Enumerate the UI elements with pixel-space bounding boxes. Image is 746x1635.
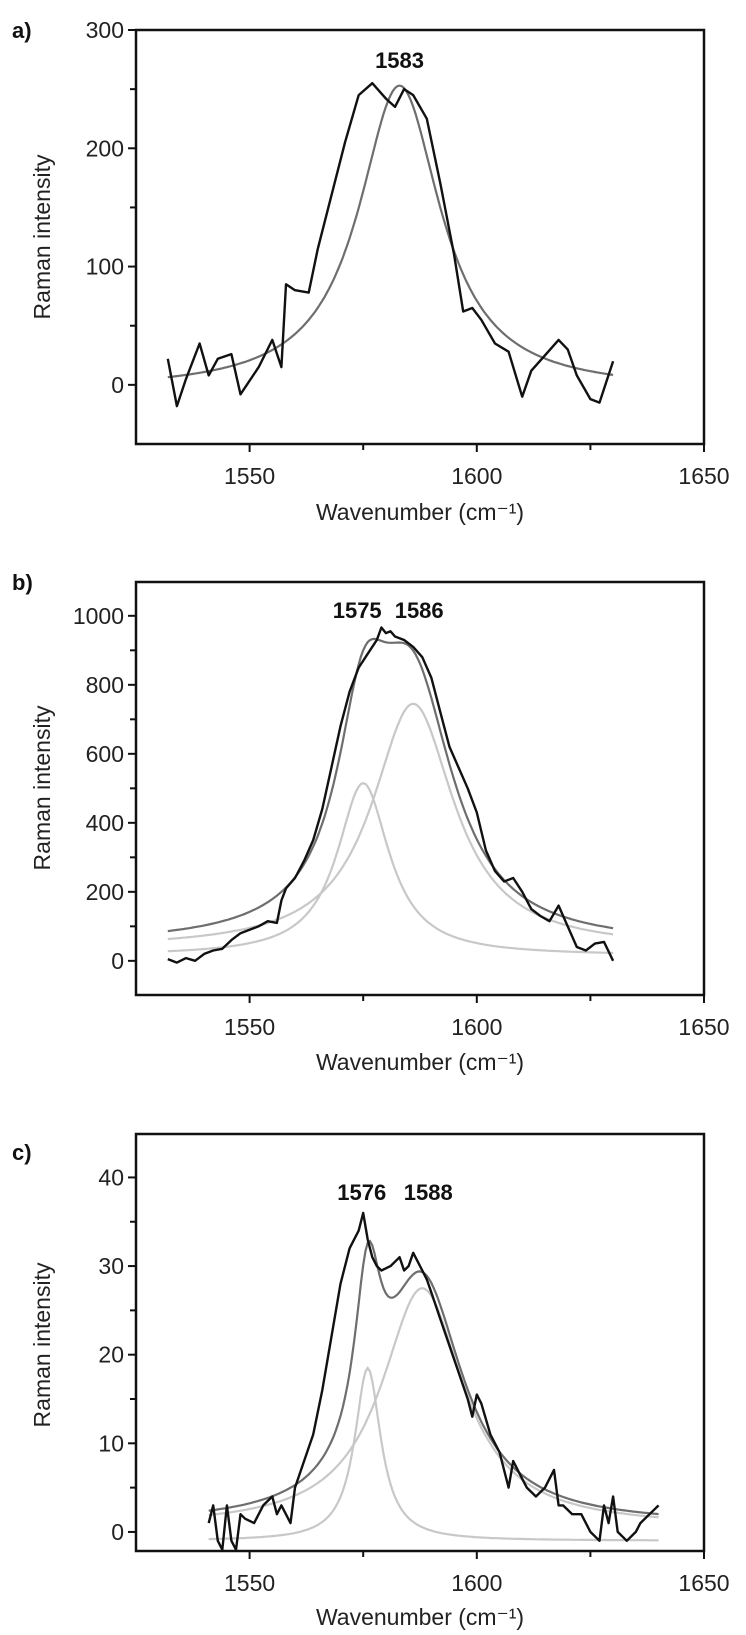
peak-position-label: 1586 [395, 598, 444, 623]
panel-label: a) [12, 18, 32, 43]
y-tick-label: 200 [86, 879, 124, 905]
panel-label: b) [12, 570, 33, 595]
x-axis-title: Wavenumber (cm⁻¹) [316, 1604, 524, 1630]
y-tick-label: 800 [86, 672, 124, 698]
y-tick-label: 400 [86, 810, 124, 836]
total-fit-curve [167, 637, 614, 933]
y-tick-label: 600 [86, 741, 124, 767]
spectrum-curves [207, 1211, 660, 1551]
x-axis-title: Wavenumber (cm⁻¹) [316, 1049, 524, 1075]
y-tick-label: 30 [98, 1253, 124, 1279]
y-tick-label: 100 [86, 254, 124, 280]
component-fit-curve [167, 782, 614, 954]
x-tick-label: 1550 [224, 1570, 275, 1596]
axis-ticks: 1550 1600 1650 0 200 400 600 800 1000 [73, 603, 730, 1040]
y-axis-title: Raman intensity [29, 705, 55, 870]
plot-frame [134, 28, 706, 446]
x-tick-label: 1550 [224, 1014, 275, 1040]
y-tick-label: 300 [86, 17, 124, 43]
y-tick-label: 0 [111, 372, 124, 398]
axis-ticks: 1550 1600 1650 0 10 20 30 40 [98, 1164, 729, 1596]
y-tick-label: 200 [86, 135, 124, 161]
x-tick-label: 1600 [451, 463, 502, 489]
x-tick-label: 1600 [451, 1570, 502, 1596]
peak-position-label: 1576 [337, 1180, 386, 1205]
peak-labels: 1576 1588 [337, 1180, 452, 1205]
component-fit-curve [167, 702, 614, 941]
panel-c: c) 1550 1600 1650 0 10 20 30 40 1576 1588 Raman … [12, 1132, 730, 1630]
total-fit-curve [208, 1239, 659, 1516]
panel-label: c) [12, 1140, 32, 1165]
measured-spectrum [166, 82, 615, 408]
y-tick-label: 0 [111, 1519, 124, 1545]
peak-position-label: 1588 [404, 1180, 453, 1205]
y-tick-label: 40 [98, 1164, 124, 1190]
x-axis-title: Wavenumber (cm⁻¹) [316, 499, 524, 525]
y-tick-label: 1000 [73, 603, 124, 629]
total-fit-curve [167, 84, 614, 379]
y-tick-label: 0 [111, 948, 124, 974]
y-axis-title: Raman intensity [29, 1262, 55, 1427]
x-tick-label: 1650 [678, 463, 729, 489]
x-tick-label: 1600 [451, 1014, 502, 1040]
y-tick-label: 10 [98, 1430, 124, 1456]
y-tick-label: 20 [98, 1342, 124, 1368]
peak-labels: 1575 1586 [333, 598, 444, 623]
peak-position-label: 1575 [333, 598, 382, 623]
panel-a: a) 1550 1600 1650 0 100 200 300 1583 Raman int… [12, 17, 730, 525]
component-fit-curve [208, 1366, 659, 1542]
x-tick-label: 1650 [678, 1570, 729, 1596]
component-fit-curve [208, 1287, 659, 1519]
peak-labels: 1583 [375, 48, 424, 73]
x-tick-label: 1650 [678, 1014, 729, 1040]
measured-spectrum [207, 1211, 660, 1551]
axis-ticks: 1550 1600 1650 0 100 200 300 [86, 17, 730, 489]
panel-b: b) 1550 1600 1650 0 200 400 600 800 1000 1575 158… [12, 570, 730, 1075]
y-axis-title: Raman intensity [29, 154, 55, 319]
peak-position-label: 1583 [375, 48, 424, 73]
x-tick-label: 1550 [224, 463, 275, 489]
spectrum-curves [166, 82, 615, 408]
spectrum-curves [167, 626, 615, 964]
measured-spectrum [167, 626, 615, 964]
plot-frame [134, 1132, 706, 1553]
